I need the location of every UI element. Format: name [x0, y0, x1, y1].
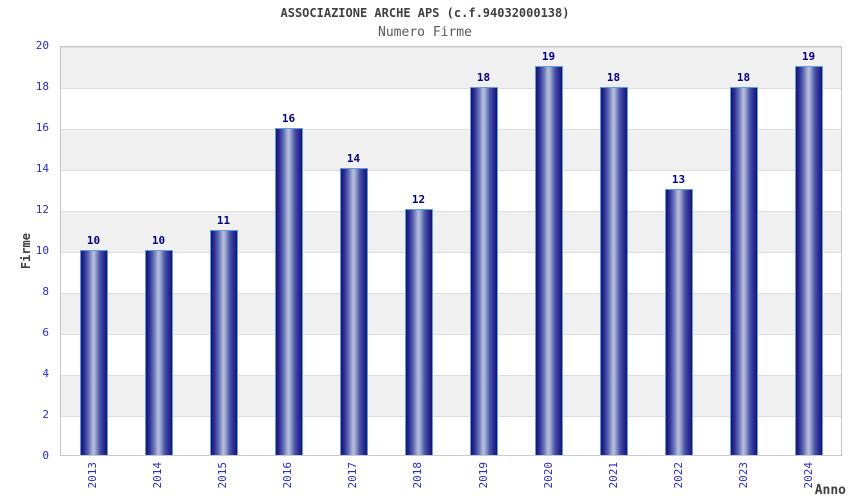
bar-column: 11	[191, 47, 256, 455]
bar-2021	[599, 86, 628, 455]
bar-2015	[209, 229, 238, 455]
x-tick-label: 2022	[672, 462, 686, 489]
bar-column: 18	[451, 47, 516, 455]
bar-column: 10	[126, 47, 191, 455]
y-tick-label: 20	[35, 39, 49, 52]
bar-column: 18	[581, 47, 646, 455]
x-tick-cell: 2021	[581, 462, 646, 499]
bar-value-label: 19	[541, 50, 556, 64]
bar-column: 12	[386, 47, 451, 455]
x-axis-title: Anno	[814, 483, 846, 498]
bar-value-label: 16	[281, 111, 296, 125]
x-tick-cell: 2013	[60, 462, 125, 499]
x-tick-cell: 2022	[647, 462, 712, 499]
x-tick-label: 2019	[476, 462, 490, 489]
x-tick-cell: 2016	[256, 462, 321, 499]
bar-value-label: 10	[151, 234, 166, 247]
plot-area: 10 10 11 16 14 12 18 19 18 13 18 19	[60, 46, 842, 456]
bar-value-label: 13	[671, 172, 686, 186]
bar-value-label: 14	[346, 152, 361, 166]
x-tick-label: 2021	[606, 462, 620, 489]
x-tick-label: 2024	[802, 462, 816, 489]
y-tick-label: 4	[42, 367, 49, 380]
x-tick-label: 2015	[215, 462, 229, 489]
x-tick-cell: 2015	[190, 462, 255, 499]
bar-column: 19	[776, 47, 841, 455]
chart-subtitle: Numero Firme	[378, 25, 472, 40]
y-tick-label: 6	[42, 326, 49, 339]
y-tick-label: 2	[42, 408, 49, 421]
x-tick-label: 2017	[346, 462, 360, 489]
bars-container: 10 10 11 16 14 12 18 19 18 13 18 19	[61, 47, 841, 455]
bar-2020	[534, 66, 563, 455]
x-tick-label: 2014	[150, 462, 164, 489]
bar-value-label: 11	[216, 213, 231, 227]
y-tick-label: 12	[35, 203, 49, 216]
x-tick-label: 2013	[85, 462, 99, 489]
x-tick-cell: 2019	[451, 462, 516, 499]
bar-value-label: 19	[801, 50, 816, 64]
bar-column: 13	[646, 47, 711, 455]
bar-value-label: 18	[606, 70, 621, 84]
y-axis-ticks: 20 18 16 14 12 10 8 6 4 2 0	[0, 39, 55, 462]
y-tick-label: 18	[35, 80, 49, 93]
bar-2017	[339, 168, 368, 455]
bar-2019	[469, 86, 498, 455]
bar-column: 19	[516, 47, 581, 455]
y-tick-label: 0	[42, 449, 49, 462]
bar-column: 14	[321, 47, 386, 455]
y-tick-label: 8	[42, 285, 49, 298]
y-tick-label: 14	[35, 162, 49, 175]
y-tick-label: 16	[35, 121, 49, 134]
x-tick-label: 2018	[411, 462, 425, 489]
bar-2023	[729, 86, 758, 455]
bar-value-label: 12	[411, 193, 426, 207]
bar-column: 18	[711, 47, 776, 455]
bar-2018	[404, 209, 433, 455]
bar-value-label: 18	[736, 70, 751, 84]
bar-2014	[144, 250, 173, 455]
x-tick-cell: 2020	[516, 462, 581, 499]
x-tick-cell: 2023	[712, 462, 777, 499]
x-tick-label: 2023	[737, 462, 751, 489]
bar-column: 16	[256, 47, 321, 455]
bar-column: 10	[61, 47, 126, 455]
y-tick-label: 10	[35, 244, 49, 257]
bar-2013	[79, 250, 108, 455]
bar-value-label: 10	[86, 234, 101, 247]
x-tick-label: 2016	[281, 462, 295, 489]
bar-2016	[274, 127, 303, 455]
x-tick-cell: 2017	[321, 462, 386, 499]
bar-2022	[664, 188, 693, 455]
x-axis-ticks: 2013 2014 2015 2016 2017 2018 2019 2020 2021 2022…	[60, 462, 842, 499]
bar-value-label: 18	[476, 70, 491, 84]
x-tick-cell: 2014	[125, 462, 190, 499]
x-tick-cell: 2018	[386, 462, 451, 499]
chart-title: ASSOCIAZIONE ARCHE APS (c.f.94032000138)	[280, 6, 570, 20]
x-tick-label: 2020	[541, 462, 555, 489]
bar-2024	[794, 66, 823, 455]
